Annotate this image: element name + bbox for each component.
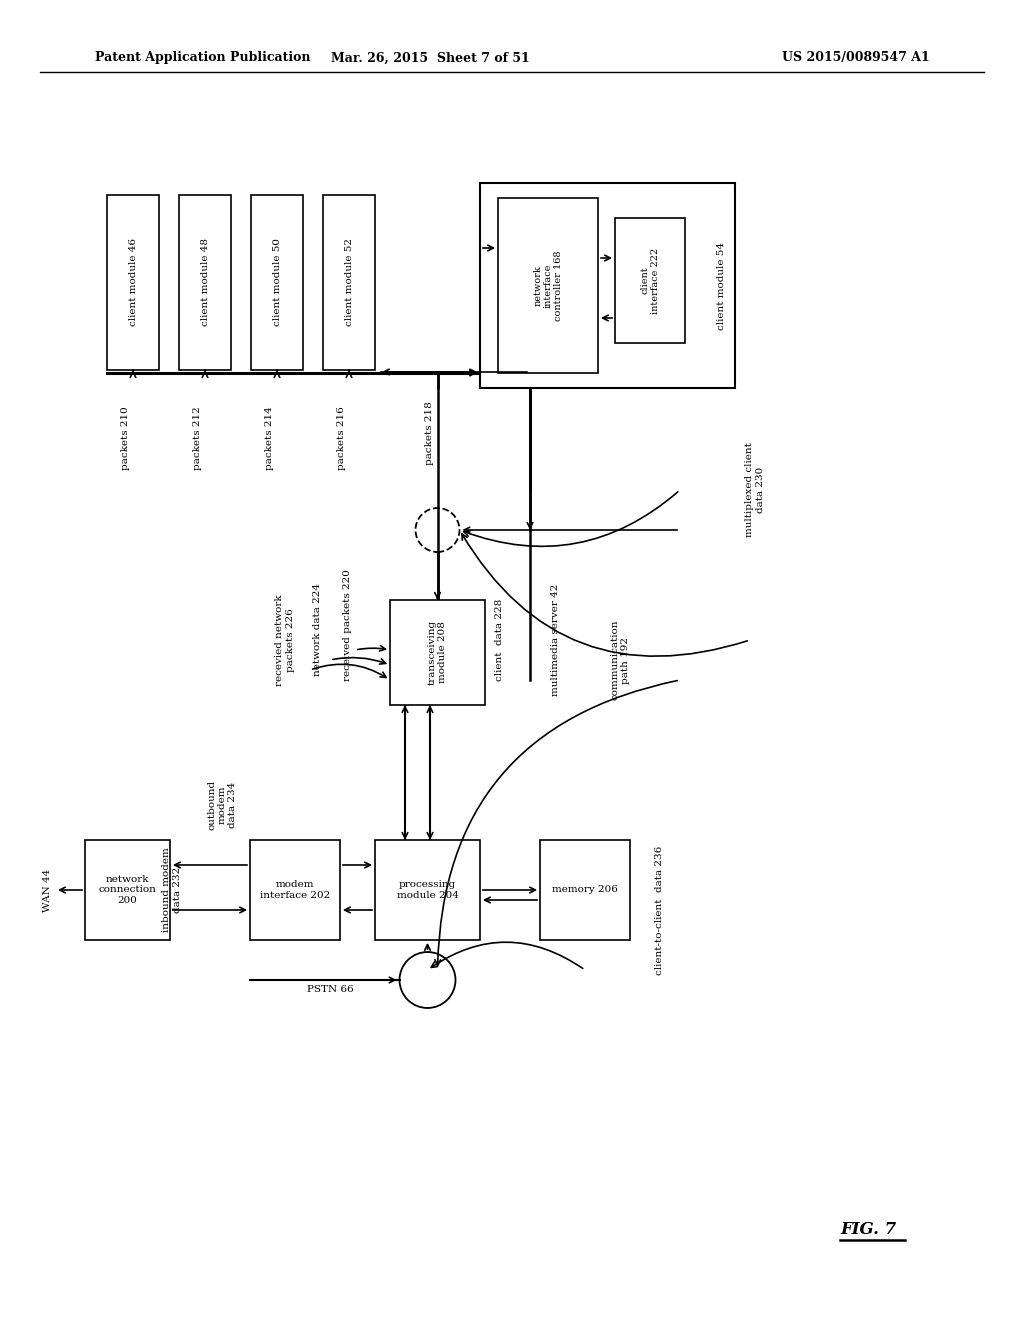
Text: client module 46: client module 46 [128,239,137,326]
Text: WAN 44: WAN 44 [43,869,52,912]
Text: client module 50: client module 50 [272,239,282,326]
Text: memory 206: memory 206 [552,886,617,895]
Text: network data 224: network data 224 [313,583,323,676]
Text: multimedia server 42: multimedia server 42 [551,583,559,696]
Bar [106,195,159,370]
Text: Patent Application Publication: Patent Application Publication [95,51,310,65]
Text: client module 48: client module 48 [201,239,210,326]
Text: network
interface
controller 168: network interface controller 168 [534,251,563,321]
Text: client module 54: client module 54 [717,242,725,330]
Text: network
connection
200: network connection 200 [98,875,157,906]
Bar [615,218,685,343]
Text: client
interface 222: client interface 222 [640,247,659,314]
Text: PSTN 66: PSTN 66 [306,986,353,994]
Text: client module 52: client module 52 [344,239,353,326]
Bar [250,840,340,940]
Bar [498,198,598,374]
Bar [390,601,485,705]
Text: packets 214: packets 214 [264,407,273,470]
Text: processing
module 204: processing module 204 [396,880,459,900]
Bar [540,840,630,940]
Text: packets 212: packets 212 [193,407,202,470]
Text: communication
path 192: communication path 192 [610,620,630,700]
Text: transceiving
module 208: transceiving module 208 [428,620,447,685]
Text: client-to-client  data 236: client-to-client data 236 [655,845,665,974]
Text: recevied network
packets 226: recevied network packets 226 [275,594,295,686]
Bar [179,195,231,370]
Text: Mar. 26, 2015  Sheet 7 of 51: Mar. 26, 2015 Sheet 7 of 51 [331,51,529,65]
Text: inbound modem
data 232: inbound modem data 232 [162,847,181,932]
Bar [251,195,303,370]
Text: multiplexed client
data 230: multiplexed client data 230 [745,442,765,537]
Text: packets 210: packets 210 [121,407,129,470]
Text: packets 216: packets 216 [337,407,345,470]
Text: received packets 220: received packets 220 [343,569,352,681]
Text: outbound
modem
data 234: outbound modem data 234 [207,780,237,830]
Bar [375,840,480,940]
Bar [323,195,375,370]
Text: packets 218: packets 218 [425,401,434,465]
Text: FIG. 7: FIG. 7 [840,1221,896,1238]
Text: US 2015/0089547 A1: US 2015/0089547 A1 [782,51,930,65]
Bar [480,183,735,388]
Text: client  data 228: client data 228 [496,599,505,681]
Bar [85,840,170,940]
Text: modem
interface 202: modem interface 202 [260,880,330,900]
